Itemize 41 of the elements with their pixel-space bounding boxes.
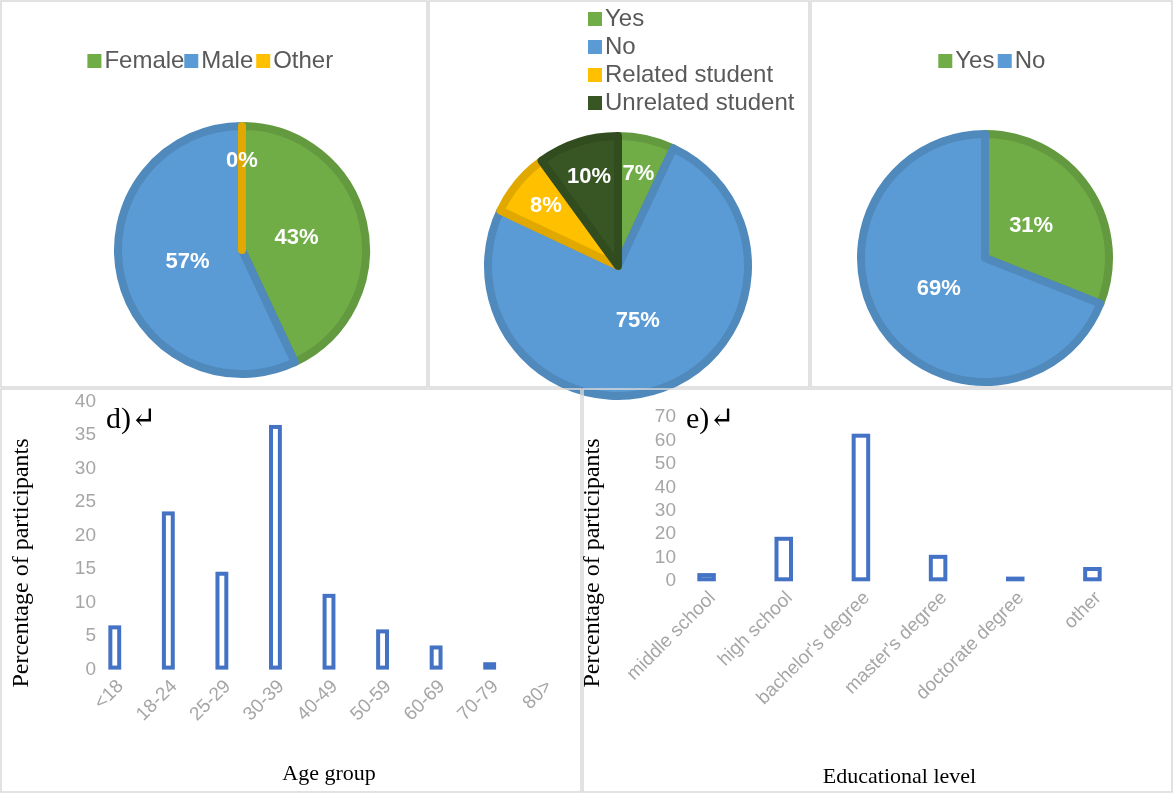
legend-label: No	[605, 32, 636, 60]
y-tick-label: 15	[74, 557, 96, 579]
y-tick-label: 70	[654, 405, 676, 427]
annotation: e)↵	[686, 401, 735, 435]
y-tick-label: 30	[74, 456, 96, 478]
x-axis-title: Educational level	[822, 763, 977, 788]
text: 0%	[226, 146, 258, 172]
data-label: 8%	[529, 192, 562, 218]
y-tick-label: 30	[654, 499, 676, 521]
data-label: 31%	[1009, 212, 1054, 238]
y-tick-label: 35	[74, 423, 96, 445]
legend-label: Male	[201, 46, 254, 74]
y-tick-label: 40	[74, 389, 96, 411]
legend-label: No	[1014, 46, 1046, 74]
legend-label: Yes	[955, 46, 995, 74]
y-tick-label: 10	[74, 590, 96, 612]
legend-label: Unrelated student	[605, 88, 795, 116]
legend-label: Other	[273, 46, 334, 74]
y-tick-label: 40	[654, 475, 676, 497]
legend-label: Yes	[605, 4, 645, 32]
data-label: 10%	[567, 162, 612, 188]
x-axis-title: Age group	[282, 760, 376, 785]
annotation: d)↵	[106, 401, 157, 435]
y-tick-label: 60	[654, 428, 676, 450]
y-tick-label: 0	[665, 569, 676, 591]
y-tick-label: 50	[654, 452, 676, 474]
legend-label: Related student	[605, 60, 774, 88]
y-tick-label: 25	[74, 490, 96, 512]
y-tick-label: 10	[654, 545, 676, 567]
y-tick-label: 20	[654, 522, 676, 544]
data-label: 43%	[274, 223, 319, 249]
y-tick-label: 5	[85, 624, 96, 646]
data-label: 75%	[615, 306, 660, 332]
y-axis-title: Percentage of participants	[6, 438, 33, 688]
legend-label: Female	[104, 46, 185, 74]
x-tick-label: 80>	[517, 675, 556, 713]
data-label: 7%	[622, 160, 655, 186]
data-label: 57%	[165, 247, 210, 273]
y-axis-title: Percentage of participants	[577, 438, 604, 688]
y-tick-label: 20	[74, 523, 96, 545]
data-label: 69%	[916, 275, 961, 301]
